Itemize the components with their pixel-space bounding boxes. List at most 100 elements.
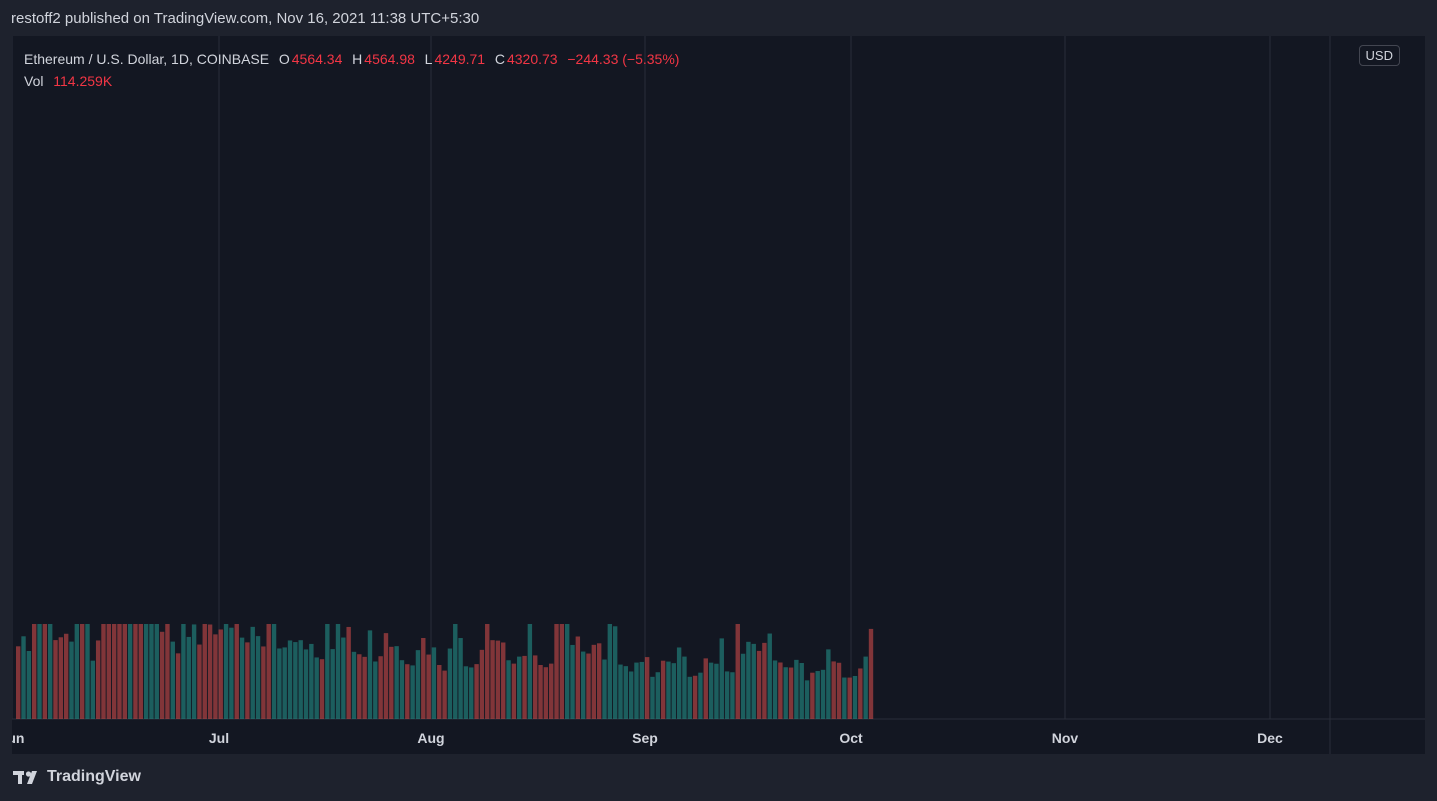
- volume-bar: [730, 672, 735, 719]
- volume-bar: [756, 650, 762, 719]
- volume-bar: [21, 636, 26, 719]
- volume-bar: [810, 672, 815, 719]
- volume-bar: [831, 661, 836, 719]
- volume-bar: [751, 643, 756, 719]
- volume-bar: [426, 654, 431, 719]
- volume-bar: [90, 660, 96, 719]
- volume-bar: [687, 676, 692, 719]
- volume-bar: [591, 644, 597, 719]
- close-value: 4320.73: [506, 51, 558, 67]
- x-tick-label: Sep: [632, 730, 658, 746]
- x-tick-label: Aug: [417, 730, 444, 746]
- volume-bar: [293, 642, 298, 719]
- volume-bar: [282, 647, 287, 719]
- volume-bar: [26, 650, 32, 719]
- volume-bar: [437, 664, 442, 719]
- volume-bar: [405, 664, 410, 719]
- volume-bar: [506, 660, 511, 719]
- volume-bar: [826, 649, 831, 719]
- volume-bar: [234, 624, 239, 719]
- volume-bar: [42, 624, 48, 719]
- volume-bar: [394, 646, 399, 719]
- volume-bar: [37, 624, 42, 719]
- volume-bar: [314, 657, 319, 719]
- change-value: −244.33 (−5.35%): [567, 51, 680, 67]
- volume-bar: [106, 624, 112, 719]
- volume-bar: [543, 667, 549, 719]
- volume-bar: [820, 669, 826, 719]
- volume-bar: [469, 667, 474, 719]
- volume-bar: [111, 624, 117, 719]
- volume-bar: [666, 661, 671, 719]
- volume-bar: [650, 676, 655, 719]
- volume-bar: [213, 634, 218, 719]
- volume-bar: [271, 624, 277, 719]
- volume-bar: [197, 644, 202, 719]
- high-label: H: [352, 51, 363, 67]
- volume-bar: [373, 661, 378, 719]
- volume-bar: [479, 649, 485, 719]
- volume-bar: [255, 636, 261, 719]
- volume-bar: [47, 624, 53, 719]
- volume-bar: [309, 643, 314, 719]
- publish-line: restoff2 published on TradingView.com, N…: [11, 10, 480, 27]
- chart-panel[interactable]: JunJulAugSepOctNovDec5494.185053.774320.…: [12, 36, 1425, 754]
- volume-bar: [266, 624, 271, 719]
- volume-bar: [660, 660, 666, 719]
- volume-bar: [463, 666, 469, 719]
- volume-bar: [804, 680, 810, 719]
- volume-bar: [495, 640, 501, 719]
- open-label: O: [278, 51, 290, 67]
- volume-bar: [762, 642, 767, 719]
- price-chart[interactable]: JunJulAugSepOctNovDec5494.185053.774320.…: [12, 36, 1425, 754]
- open-value: 4564.34: [291, 51, 343, 67]
- volume-bar: [842, 677, 847, 719]
- volume-bar: [559, 624, 565, 719]
- x-tick-label: Oct: [839, 730, 863, 746]
- volume-bar: [170, 641, 175, 719]
- volume-bar: [570, 644, 575, 719]
- volume-bar: [421, 638, 426, 719]
- volume-bar: [682, 656, 687, 719]
- volume-bar: [575, 636, 581, 719]
- volume-bar: [485, 624, 490, 719]
- volume-bar: [165, 624, 170, 719]
- volume-bar: [223, 624, 229, 719]
- volume-bar: [612, 626, 618, 719]
- volume-label: Vol: [24, 73, 44, 89]
- x-tick-label: Nov: [1052, 730, 1079, 746]
- volume-bar: [357, 654, 362, 719]
- volume-bar: [31, 624, 37, 719]
- volume-bar: [250, 626, 255, 719]
- volume-bar: [389, 646, 394, 719]
- volume-bar: [788, 667, 794, 719]
- volume-bar: [362, 656, 367, 719]
- currency-button[interactable]: USD: [1358, 45, 1400, 66]
- volume-bar: [186, 636, 191, 719]
- volume-bar: [335, 624, 341, 719]
- volume-bar: [229, 627, 234, 719]
- volume-bar: [852, 675, 858, 719]
- low-label: L: [424, 51, 433, 67]
- volume-bar: [692, 675, 698, 719]
- volume-bar: [453, 624, 458, 719]
- volume-bar: [202, 624, 207, 719]
- volume-bar: [740, 653, 746, 719]
- footer-brand: TradingView: [47, 768, 141, 785]
- volume-bar: [191, 624, 197, 719]
- volume-bar: [767, 633, 772, 719]
- volume-bar: [218, 629, 223, 719]
- high-value: 4564.98: [364, 51, 415, 67]
- volume-bar: [95, 640, 101, 719]
- volume-bar: [101, 624, 106, 719]
- volume-bar: [634, 662, 639, 719]
- volume-bar: [74, 624, 80, 719]
- volume-bar: [53, 640, 58, 719]
- symbol-label[interactable]: Ethereum / U.S. Dollar, 1D, COINBASE: [24, 51, 270, 67]
- volume-bar: [79, 624, 85, 719]
- volume-bar: [330, 649, 335, 719]
- tradingview-logo[interactable]: TradingView: [13, 768, 141, 786]
- volume-bar: [63, 633, 69, 719]
- volume-bar: [746, 641, 751, 719]
- volume-bar: [442, 670, 447, 719]
